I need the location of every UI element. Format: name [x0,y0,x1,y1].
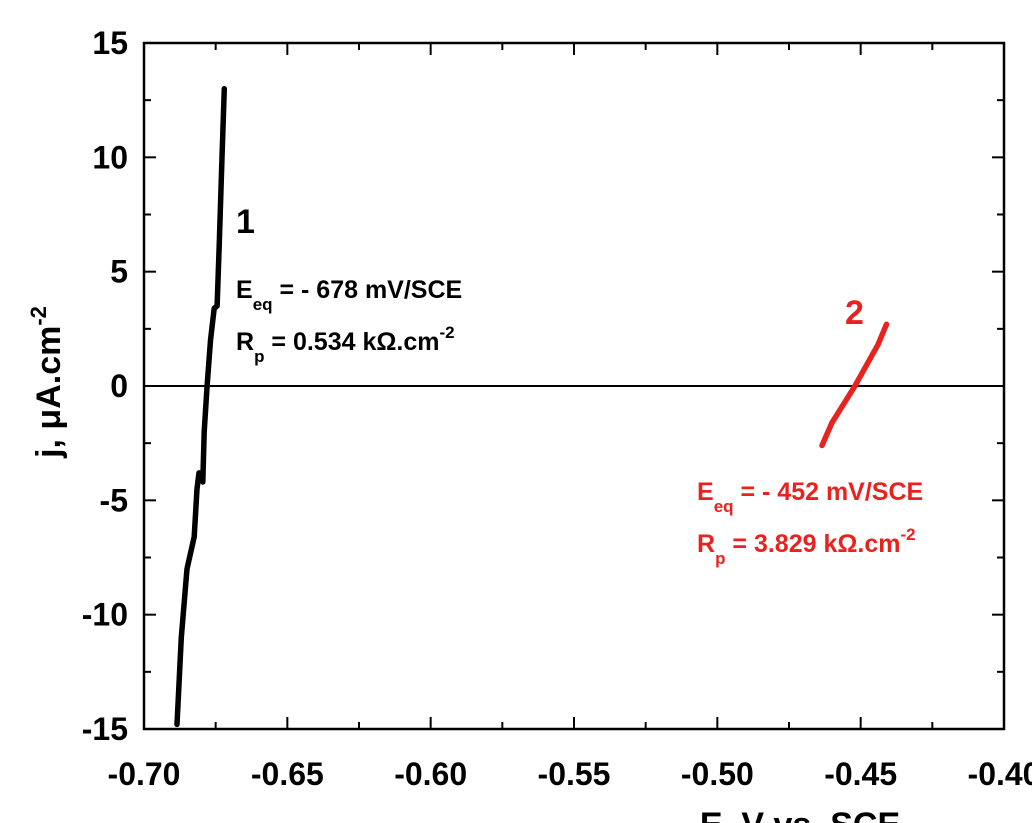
x-tick-label: -0.55 [538,756,611,792]
curve-1-eeq-annotation: Eeq = - 678 mV/SCE [236,276,462,314]
curve-2-rp-symbol: R [697,530,715,558]
y-tick-label: 0 [110,368,128,404]
curve-1-rp-subscript: p [254,347,264,366]
series-2-line [819,321,890,449]
curve-1-eeq-symbol: E [236,276,253,304]
x-tick-label: -0.65 [251,756,324,792]
x-tick-label: -0.50 [681,756,754,792]
curve-2-rp-subscript: p [715,549,725,568]
series-1-line [174,85,228,728]
curve-2-eeq-value: = - 452 mV/SCE [734,478,924,506]
curve-1-eeq-value: = - 678 mV/SCE [273,276,463,304]
curve-1-rp-exponent: -2 [439,323,454,342]
x-tick-label: -0.40 [968,756,1032,792]
curve-2-eeq-symbol: E [697,478,714,506]
curve-1-rp-annotation: Rp = 0.534 kΩ.cm-2 [236,323,455,366]
plot-frame [142,41,1006,731]
curve-2-rp-annotation: Rp = 3.829 kΩ.cm-2 [697,525,916,568]
y-tick-label: 10 [92,139,128,175]
y-tick-label: -5 [100,482,128,518]
x-axis-title: E, V vs. SCE [700,806,900,823]
y-axis-title-exponent: -2 [26,306,51,326]
curve-2-rp-exponent: -2 [900,525,915,544]
x-tick-label: -0.45 [824,756,897,792]
curve-1-rp-symbol: R [236,328,254,356]
curve-2-eeq-annotation: Eeq = - 452 mV/SCE [697,478,923,516]
curve-1-rp-value: = 0.534 kΩ.cm [264,328,439,356]
y-tick-label: -15 [82,711,128,747]
curve-2-eeq-subscript: eq [714,497,734,516]
x-tick-label: -0.60 [394,756,467,792]
y-axis-title-main: j, μA.cm [30,326,68,459]
y-tick-label: -10 [82,597,128,633]
y-tick-labels: -15 -10 -5 0 5 10 15 [82,25,128,747]
curve-1-eeq-subscript: eq [253,295,273,314]
y-tick-label: 15 [92,25,128,61]
curve-2-label: 2 [845,294,864,332]
y-axis-title: j, μA.cm-2 [26,306,68,459]
x-tick-labels: -0.70 -0.65 -0.60 -0.55 -0.50 -0.45 -0.40 [108,756,1032,792]
x-tick-label: -0.70 [108,756,181,792]
curve-2-rp-value: = 3.829 kΩ.cm [725,530,900,558]
series-layer [174,85,890,728]
y-tick-label: 5 [110,254,128,290]
curve-1-label: 1 [236,203,255,241]
